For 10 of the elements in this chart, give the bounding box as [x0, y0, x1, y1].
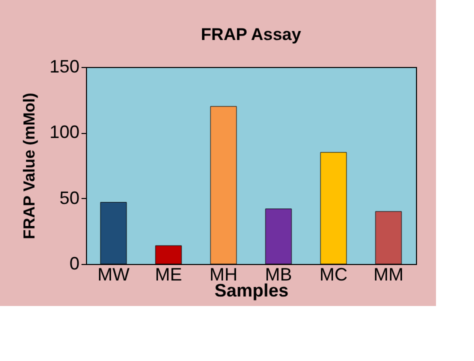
y-tick-label: 150 — [49, 56, 80, 76]
x-tick-label: MC — [320, 264, 348, 284]
chart-title: FRAP Assay — [200, 25, 302, 44]
y-tick-label: 100 — [49, 122, 80, 142]
y-tick-label: 50 — [59, 188, 80, 208]
x-tick-label: MW — [98, 264, 130, 284]
x-tick-label: MM — [374, 264, 404, 284]
y-axis-title: FRAP Value (mMol) — [21, 92, 38, 240]
x-tick-label: ME — [155, 264, 182, 284]
y-tick-label: 0 — [69, 254, 80, 274]
